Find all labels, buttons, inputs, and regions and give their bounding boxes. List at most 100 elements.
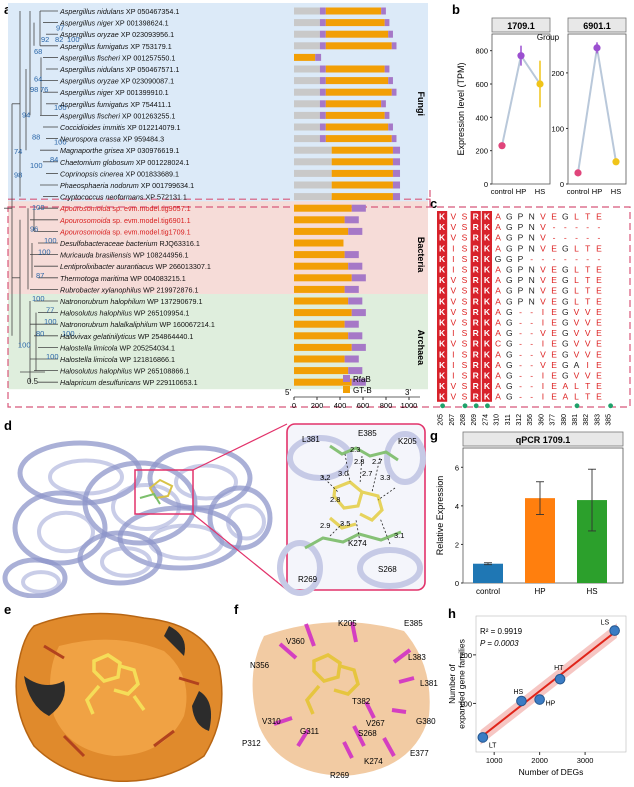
legend-rfab-swatch	[343, 375, 350, 382]
alignment-residue: G	[506, 392, 513, 402]
y-axis-label: Relative Expression	[435, 476, 445, 556]
alignment-residue: K	[484, 318, 491, 328]
residue-label: E385	[404, 619, 423, 628]
alignment-residue: S	[462, 371, 468, 381]
x-tick-label: control	[476, 587, 500, 596]
alignment-residue: R	[473, 328, 479, 338]
data-point	[534, 694, 545, 705]
inset-ribbon	[277, 540, 323, 596]
domain-bar-segment	[294, 332, 349, 340]
alignment-residue: S	[462, 381, 468, 391]
domain-bar-segment	[391, 42, 397, 50]
cavity-dark	[164, 626, 185, 656]
x-tick-label: HS	[535, 187, 545, 196]
alignment-residue: K	[484, 392, 491, 402]
panel-letter-f: f	[234, 602, 239, 617]
domain-bar-segment	[391, 88, 397, 96]
species-label: Apourosomoida sp. evm.model.tig1709.1	[59, 227, 191, 236]
alignment-residue: K	[439, 318, 446, 328]
alignment-residue: K	[484, 265, 491, 275]
alignment-residue: T	[585, 243, 590, 253]
domain-bar-segment	[319, 77, 326, 85]
alignment-residue: V	[450, 275, 456, 285]
alignment-residue: A	[495, 307, 501, 317]
species-label: Desulfobacteraceae bacterium RJQ63316.1	[60, 239, 200, 248]
protein-ribbon	[207, 485, 273, 551]
alignment-residue: K	[484, 233, 491, 243]
alignment-residue: V	[574, 318, 580, 328]
bar-axis-tick-label: 0	[292, 401, 296, 410]
domain-bar-segment	[384, 65, 390, 73]
species-label: Cryptococcus neoformans XP 572131.1	[60, 193, 187, 202]
domain-bar-segment	[388, 30, 393, 38]
bootstrap-value: 100	[32, 203, 45, 212]
alignment-residue: A	[495, 318, 501, 328]
alignment-residue: L	[574, 392, 579, 402]
alignment-residue: V	[574, 339, 580, 349]
alignment-residue: L	[574, 381, 579, 391]
alignment-residue: K	[484, 360, 491, 370]
residue-label: E385	[358, 429, 377, 438]
key-residue-dot	[440, 403, 445, 409]
alignment-residue: V	[540, 265, 546, 275]
alignment-residue: E	[596, 212, 602, 222]
position-label: 383	[594, 414, 601, 426]
position-label: 356	[527, 414, 534, 426]
alignment-residue: -	[586, 233, 589, 243]
alignment-residue: -	[586, 222, 589, 232]
domain-bar-segment	[331, 146, 393, 154]
domain-bar-segment	[344, 216, 359, 224]
domain-bar-segment	[294, 146, 332, 154]
alignment-residue: S	[462, 349, 468, 359]
alignment-residue: A	[562, 381, 568, 391]
species-label: Coccidioides immitis XP 012214079.1	[60, 123, 181, 132]
residue-label: K205	[398, 437, 417, 446]
facet-frame	[567, 33, 627, 185]
domain-bar-segment	[294, 367, 349, 375]
key-residue-dot	[574, 403, 580, 409]
y-tick-label: 200	[551, 69, 564, 78]
alignment-residue: K	[439, 254, 446, 264]
domain-bar-segment	[325, 123, 389, 131]
alignment-residue: G	[562, 265, 569, 275]
domain-bar-segment	[351, 204, 366, 212]
archaea-region	[8, 294, 428, 390]
alignment-residue: V	[585, 339, 591, 349]
legend-rfab-label: RfaB	[353, 375, 371, 384]
alignment-residue: G	[506, 296, 513, 306]
alignment-residue: R	[473, 392, 479, 402]
alignment-residue: -	[586, 254, 589, 264]
domain-bar-segment	[325, 100, 382, 108]
surface-inner	[50, 639, 187, 756]
domain-bar-segment	[344, 285, 359, 293]
alignment-residue: G	[562, 307, 569, 317]
domain-bar-segment	[325, 111, 385, 119]
domain-bar-segment	[294, 53, 316, 61]
distance-label: 2.7	[372, 457, 382, 466]
residue-stick	[392, 648, 412, 664]
alignment-residue: G	[562, 371, 569, 381]
alignment-residue: S	[462, 286, 468, 296]
alignment-residue: -	[519, 349, 522, 359]
residue-label: V310	[262, 717, 281, 726]
domain-bar-segment	[319, 100, 326, 108]
alignment-residue: I	[452, 349, 454, 359]
alignment-residue: N	[529, 222, 535, 232]
alignment-residue: K	[439, 212, 446, 222]
alignment-residue: T	[585, 212, 590, 222]
r2-annotation: R² = 0.9919	[480, 627, 523, 636]
alignment-residue: P	[518, 233, 524, 243]
cavity-dark	[24, 676, 65, 716]
domain-bar-segment	[348, 297, 363, 305]
y-tick-label: 4	[455, 502, 459, 511]
alignment-residue: K	[484, 339, 491, 349]
species-label: Aspergillus oryzae XP 023090087.1	[59, 77, 174, 86]
alignment-residue: -	[553, 254, 556, 264]
domain-bar-segment	[294, 378, 352, 386]
alignment-residue: G	[506, 371, 513, 381]
domain-bar-segment	[331, 193, 393, 201]
alignment-residue: E	[596, 328, 602, 338]
p-annotation: P = 0.0003	[480, 639, 519, 648]
alignment-residue: -	[530, 371, 533, 381]
alignment-residue: E	[596, 286, 602, 296]
